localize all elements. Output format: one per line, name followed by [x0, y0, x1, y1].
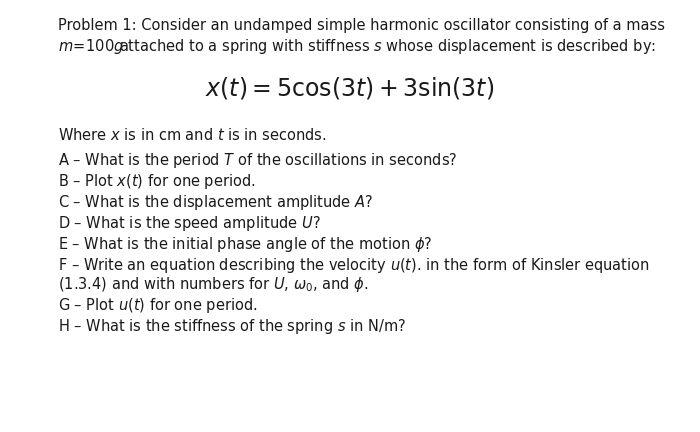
- Text: H – What is the stiffness of the spring $s$ in N/m?: H – What is the stiffness of the spring …: [58, 317, 406, 336]
- Text: D – What is the speed amplitude $U$?: D – What is the speed amplitude $U$?: [58, 214, 321, 233]
- Text: attached to a spring with stiffness $s$ whose displacement is described by:: attached to a spring with stiffness $s$ …: [119, 37, 656, 56]
- Text: B – Plot $x(t)$ for one period.: B – Plot $x(t)$ for one period.: [58, 172, 255, 191]
- Text: $x(t) = 5\cos\!\left(3t\right)+3\sin\!\left(3t\right)$: $x(t) = 5\cos\!\left(3t\right)+3\sin\!\l…: [205, 75, 495, 101]
- Text: Where $x$ is in cm and $t$ is in seconds.: Where $x$ is in cm and $t$ is in seconds…: [58, 127, 327, 143]
- Text: C – What is the displacement amplitude $A$?: C – What is the displacement amplitude $…: [58, 193, 373, 212]
- Text: E – What is the initial phase angle of the motion $\phi$?: E – What is the initial phase angle of t…: [58, 235, 433, 254]
- Text: A – What is the period $T$ of the oscillations in seconds?: A – What is the period $T$ of the oscill…: [58, 151, 457, 170]
- Text: F – Write an equation describing the velocity $u(t)$. in the form of Kinsler equ: F – Write an equation describing the vel…: [58, 256, 650, 275]
- Text: Problem 1: Consider an undamped simple harmonic oscillator consisting of a mass: Problem 1: Consider an undamped simple h…: [58, 18, 665, 33]
- Text: $m\!=\!100g$: $m\!=\!100g$: [58, 37, 124, 56]
- Text: G – Plot $u(t)$ for one period.: G – Plot $u(t)$ for one period.: [58, 296, 258, 315]
- Text: (1.3.4) and with numbers for $U$, $\omega_0$, and $\phi$.: (1.3.4) and with numbers for $U$, $\omeg…: [58, 275, 369, 294]
